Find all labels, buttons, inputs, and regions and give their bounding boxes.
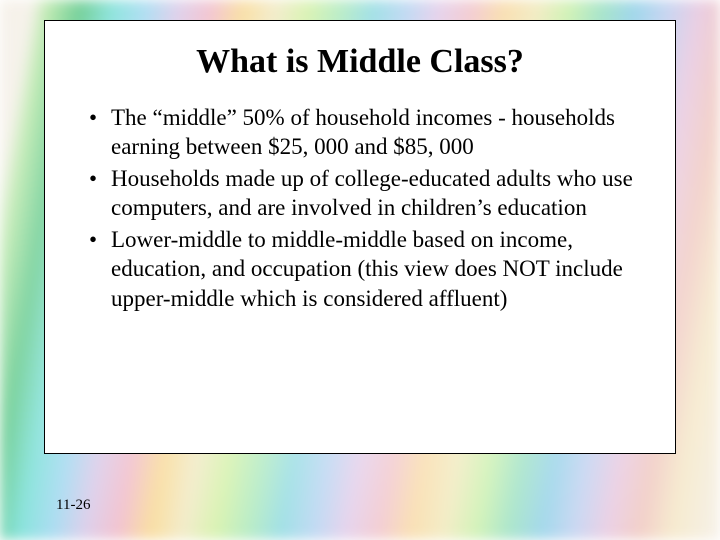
content-panel: What is Middle Class? The “middle” 50% o…: [44, 20, 676, 454]
slide-title: What is Middle Class?: [85, 43, 635, 81]
bullet-list: The “middle” 50% of household incomes - …: [85, 103, 635, 313]
bullet-item: Households made up of college-educated a…: [85, 164, 635, 223]
slide-number: 11-26: [56, 497, 90, 514]
bullet-item: Lower-middle to middle-middle based on i…: [85, 225, 635, 313]
bullet-item: The “middle” 50% of household incomes - …: [85, 103, 635, 162]
